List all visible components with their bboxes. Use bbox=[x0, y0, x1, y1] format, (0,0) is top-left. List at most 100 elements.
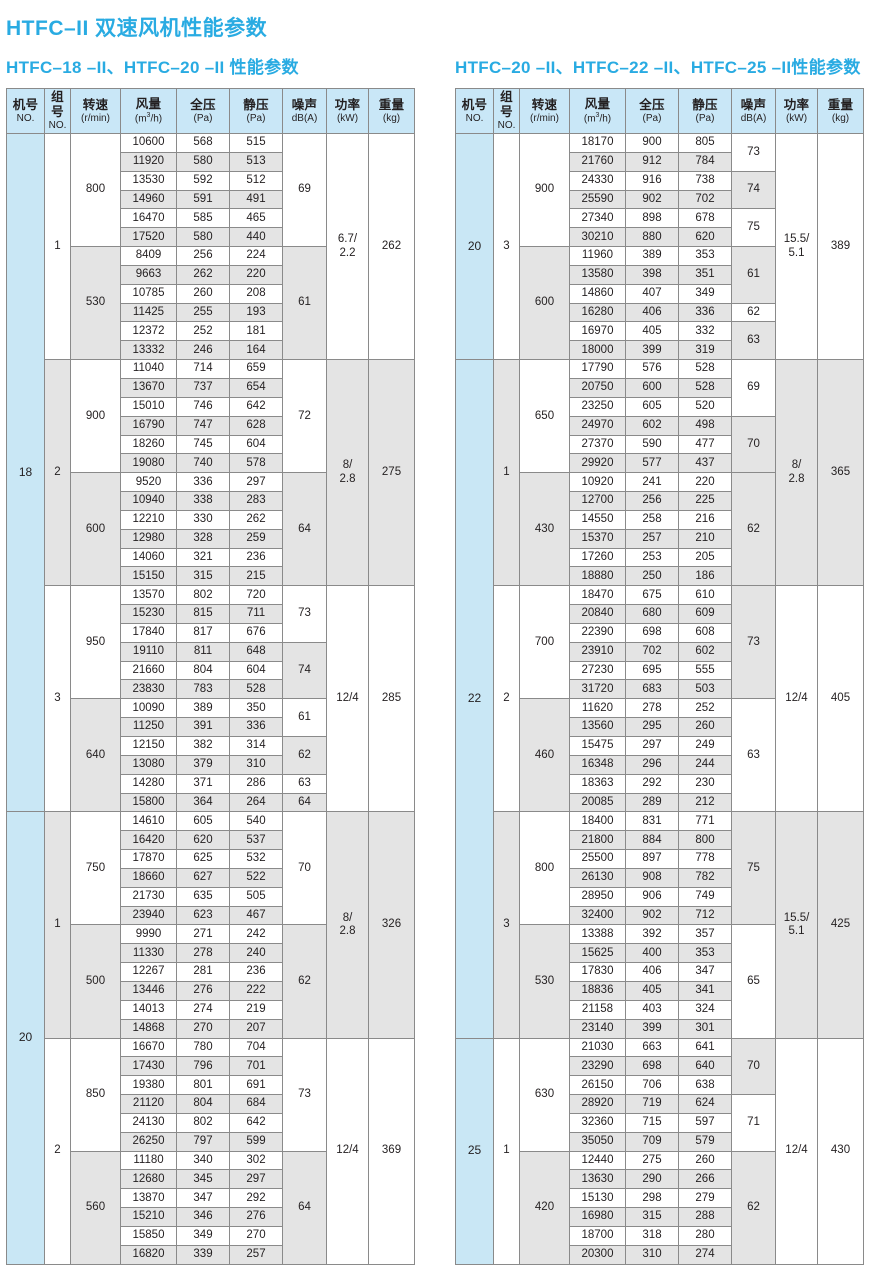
table-row: 13446 276 222 bbox=[7, 980, 415, 1001]
static-pressure-cell: 252 bbox=[678, 698, 732, 719]
table-row: 21800 884 800 bbox=[456, 830, 864, 851]
total-pressure-cell: 252 bbox=[176, 321, 230, 342]
table-row: 15130 298 279 bbox=[456, 1188, 864, 1209]
total-pressure-cell: 315 bbox=[176, 566, 230, 587]
static-pressure-cell: 310 bbox=[229, 754, 283, 775]
flow-cell: 13446 bbox=[120, 980, 177, 1001]
table-row: 25 1 630 21030 663 641 70 12/4 430 bbox=[455, 1037, 864, 1265]
flow-cell: 16280 bbox=[569, 302, 626, 323]
power-cell: 15.5/5.1 bbox=[775, 132, 818, 361]
col-header-3: 风量 (m3/h) bbox=[569, 88, 626, 134]
table-row: 19080 740 578 bbox=[7, 453, 415, 474]
total-pressure-cell: 406 bbox=[625, 302, 679, 323]
group-no-cell: 2 bbox=[44, 1037, 71, 1265]
static-pressure-cell: 701 bbox=[229, 1056, 283, 1077]
table-row: 13870 347 292 bbox=[7, 1188, 415, 1209]
col-header-cn: 风量 bbox=[584, 96, 611, 111]
flow-cell: 16790 bbox=[120, 415, 177, 436]
static-pressure-cell: 280 bbox=[678, 1225, 732, 1246]
table-row: 29920 577 437 bbox=[456, 453, 864, 474]
static-pressure-cell: 242 bbox=[229, 924, 283, 945]
col-header-cn: 全压 bbox=[190, 97, 216, 112]
total-pressure-cell: 804 bbox=[176, 1094, 230, 1114]
static-pressure-cell: 540 bbox=[229, 811, 283, 832]
table-row: 10940 338 283 bbox=[7, 491, 415, 511]
col-header-cn: 转速 bbox=[531, 97, 558, 112]
flow-cell: 15850 bbox=[120, 1225, 177, 1246]
static-pressure-cell: 336 bbox=[678, 302, 732, 323]
static-pressure-cell: 712 bbox=[678, 905, 732, 926]
flow-cell: 18363 bbox=[569, 773, 626, 794]
table-row: 10785 260 208 bbox=[7, 283, 415, 304]
total-pressure-cell: 802 bbox=[176, 585, 230, 606]
right-spec-table: 机号 NO. 组号 NO. 转速 (r/min) 风量 (m3/h) 全压 (Pa) 静压 (Pa) 噪… bbox=[455, 88, 864, 1265]
total-pressure-cell: 292 bbox=[625, 773, 679, 794]
power-cell: 8/2.8 bbox=[775, 359, 818, 587]
flow-cell: 31720 bbox=[569, 679, 626, 700]
noise-cell: 73 bbox=[282, 1037, 327, 1152]
total-pressure-cell: 321 bbox=[176, 547, 230, 568]
flow-cell: 12267 bbox=[120, 962, 177, 982]
table-row: 24130 802 642 bbox=[7, 1112, 415, 1133]
flow-cell: 11040 bbox=[120, 359, 177, 379]
static-pressure-cell: 784 bbox=[678, 151, 732, 172]
table-row: 18260 745 604 bbox=[7, 434, 415, 455]
flow-cell: 19110 bbox=[120, 641, 177, 662]
table-row: 600 9520 336 297 64 bbox=[7, 472, 415, 587]
col-header-en: NO. bbox=[48, 120, 67, 132]
table-row: 32360 715 597 bbox=[456, 1112, 864, 1133]
table-row: 23140 399 301 bbox=[456, 1018, 864, 1039]
total-pressure-cell: 623 bbox=[176, 905, 230, 926]
static-pressure-cell: 654 bbox=[229, 377, 283, 398]
col-header-en: (Pa) bbox=[695, 112, 715, 124]
static-pressure-cell: 297 bbox=[229, 472, 283, 493]
static-pressure-cell: 336 bbox=[229, 717, 283, 737]
flow-cell: 24130 bbox=[120, 1112, 177, 1133]
flow-cell: 21760 bbox=[569, 151, 626, 172]
table-row: 17840 817 676 bbox=[7, 622, 415, 643]
flow-cell: 25590 bbox=[569, 189, 626, 210]
static-pressure-cell: 207 bbox=[229, 1018, 283, 1039]
flow-cell: 19080 bbox=[120, 453, 177, 474]
header-row: 机号 NO. 组号 NO. 转速 (r/min) 风量 (m3/h) 全压 (Pa) 静压 (Pa) 噪… bbox=[6, 88, 415, 134]
table-row: 24970 602 498 70 bbox=[456, 415, 864, 474]
total-pressure-cell: 698 bbox=[625, 622, 679, 643]
flow-cell: 15010 bbox=[120, 396, 177, 417]
total-pressure-cell: 276 bbox=[176, 980, 230, 1001]
flow-cell: 17790 bbox=[569, 359, 626, 379]
flow-cell: 13560 bbox=[569, 717, 626, 737]
col-header-cn: 静压 bbox=[692, 97, 718, 112]
table-row: 16470 585 465 bbox=[7, 208, 415, 229]
flow-cell: 14280 bbox=[120, 773, 177, 794]
static-pressure-cell: 302 bbox=[229, 1150, 283, 1171]
total-pressure-cell: 289 bbox=[625, 792, 679, 813]
total-pressure-cell: 403 bbox=[625, 999, 679, 1020]
total-pressure-cell: 802 bbox=[176, 1112, 230, 1133]
rpm-cell: 560 bbox=[70, 1150, 121, 1265]
static-pressure-cell: 503 bbox=[678, 679, 732, 700]
left-table-head: 机号 NO. 组号 NO. 转速 (r/min) 风量 (m3/h) 全压 (Pa) 静压 (Pa) 噪… bbox=[6, 88, 415, 134]
flow-cell: 17260 bbox=[569, 547, 626, 568]
total-pressure-cell: 278 bbox=[176, 943, 230, 964]
flow-cell: 14860 bbox=[569, 283, 626, 304]
static-pressure-cell: 219 bbox=[229, 999, 283, 1020]
static-pressure-cell: 332 bbox=[678, 321, 732, 342]
table-row: 18000 399 319 bbox=[456, 340, 864, 361]
total-pressure-cell: 591 bbox=[176, 189, 230, 210]
table-row: 13080 379 310 bbox=[7, 754, 415, 775]
flow-cell: 15800 bbox=[120, 792, 177, 813]
flow-cell: 15210 bbox=[120, 1207, 177, 1227]
total-pressure-cell: 270 bbox=[176, 1018, 230, 1039]
static-pressure-cell: 181 bbox=[229, 321, 283, 342]
noise-cell: 73 bbox=[282, 585, 327, 643]
total-pressure-cell: 635 bbox=[176, 886, 230, 907]
flow-cell: 14550 bbox=[569, 509, 626, 530]
static-pressure-cell: 609 bbox=[678, 604, 732, 624]
table-row: 19380 801 691 bbox=[7, 1075, 415, 1096]
noise-cell: 64 bbox=[282, 792, 327, 813]
rpm-cell: 460 bbox=[519, 698, 570, 813]
static-pressure-cell: 659 bbox=[229, 359, 283, 379]
table-row: 12372 252 181 bbox=[7, 321, 415, 342]
table-row: 14280 371 286 63 bbox=[7, 773, 415, 794]
noise-cell: 62 bbox=[731, 302, 776, 323]
